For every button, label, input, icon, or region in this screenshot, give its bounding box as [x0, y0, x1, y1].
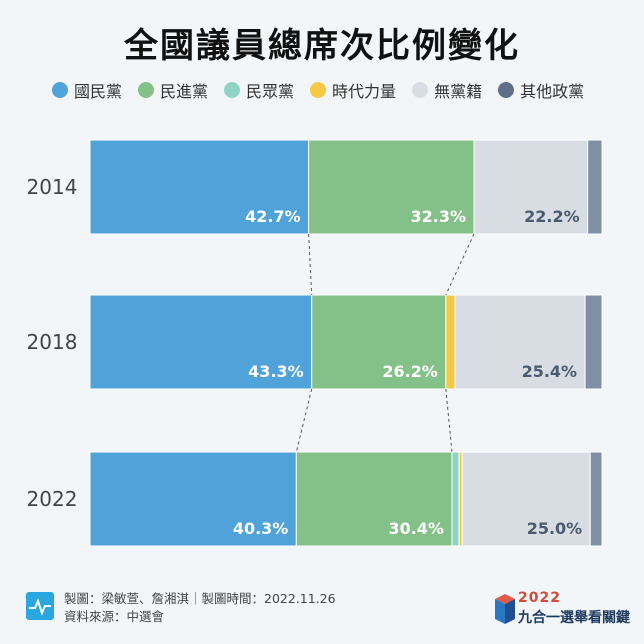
bar-segment — [473, 139, 589, 235]
data-label: 25.0% — [527, 519, 583, 538]
legend-label: 其他政黨 — [520, 82, 585, 101]
legend-item: 其他政黨 — [498, 78, 584, 102]
data-label: 42.7% — [245, 207, 301, 226]
data-label: 30.4% — [388, 519, 444, 538]
footer-credit-line: 製圖：梁敏萱、詹湘淇｜製圖時間：2022.11.26 — [64, 591, 336, 606]
brand-name: 九合一選舉看關鍵 — [518, 610, 630, 626]
brand-logo: 2022 九合一選舉看關鍵 — [494, 590, 630, 626]
legend-swatch — [310, 82, 327, 98]
bar-segment — [308, 139, 475, 235]
data-label: 43.3% — [248, 362, 304, 381]
legend-label: 民眾黨 — [246, 82, 295, 101]
bar-segment — [89, 139, 310, 235]
legend-item: 無黨籍 — [412, 78, 482, 102]
bar-segment — [451, 451, 460, 547]
bar-segment — [89, 451, 297, 547]
bar-segment — [295, 451, 453, 547]
brand-cube-icon — [495, 594, 515, 624]
year-label: 2018 — [27, 330, 78, 354]
legend-label: 國民黨 — [74, 82, 123, 101]
legend-swatch — [412, 82, 429, 98]
data-label: 40.3% — [233, 519, 289, 538]
legend-item: 國民黨 — [52, 78, 122, 102]
bar-segment — [454, 294, 586, 390]
footer-source-line: 資料來源：中選會 — [64, 609, 165, 624]
legend-label: 無黨籍 — [434, 82, 483, 101]
legend-item: 民眾黨 — [224, 78, 294, 102]
connector-line — [445, 233, 475, 296]
legend-label: 民進黨 — [160, 82, 209, 101]
bar-segment — [584, 294, 603, 390]
legend-label: 時代力量 — [332, 82, 397, 101]
legend-item: 時代力量 — [310, 78, 396, 102]
legend-swatch — [138, 82, 155, 98]
connector-line — [308, 233, 313, 296]
brand-year: 2022 — [518, 590, 561, 606]
data-label: 32.3% — [410, 207, 466, 226]
legend-item: 民進黨 — [138, 78, 208, 102]
bar-segment — [89, 294, 313, 390]
chart-logo-icon — [26, 592, 54, 620]
data-label: 26.2% — [382, 362, 438, 381]
data-label: 22.2% — [524, 207, 580, 226]
data-label: 25.4% — [522, 362, 578, 381]
year-label: 2014 — [27, 175, 78, 199]
chart-title: 全國議員總席次比例變化 — [124, 26, 520, 66]
bar-segment — [311, 294, 447, 390]
year-label: 2022 — [27, 487, 78, 511]
connector-line — [445, 388, 453, 453]
footer-credits: 製圖：梁敏萱、詹湘淇｜製圖時間：2022.11.26 資料來源：中選會 — [64, 590, 336, 626]
bar-segment — [445, 294, 456, 390]
legend: 國民黨 民進黨 民眾黨 時代力量 無黨籍 其他政黨 — [52, 78, 612, 102]
connector-line — [295, 388, 313, 453]
legend-swatch — [52, 82, 68, 98]
legend-swatch — [224, 82, 241, 98]
bar-segment — [589, 451, 603, 547]
bar-segment — [587, 139, 603, 235]
legend-swatch — [498, 82, 515, 98]
bar-segment — [461, 451, 591, 547]
